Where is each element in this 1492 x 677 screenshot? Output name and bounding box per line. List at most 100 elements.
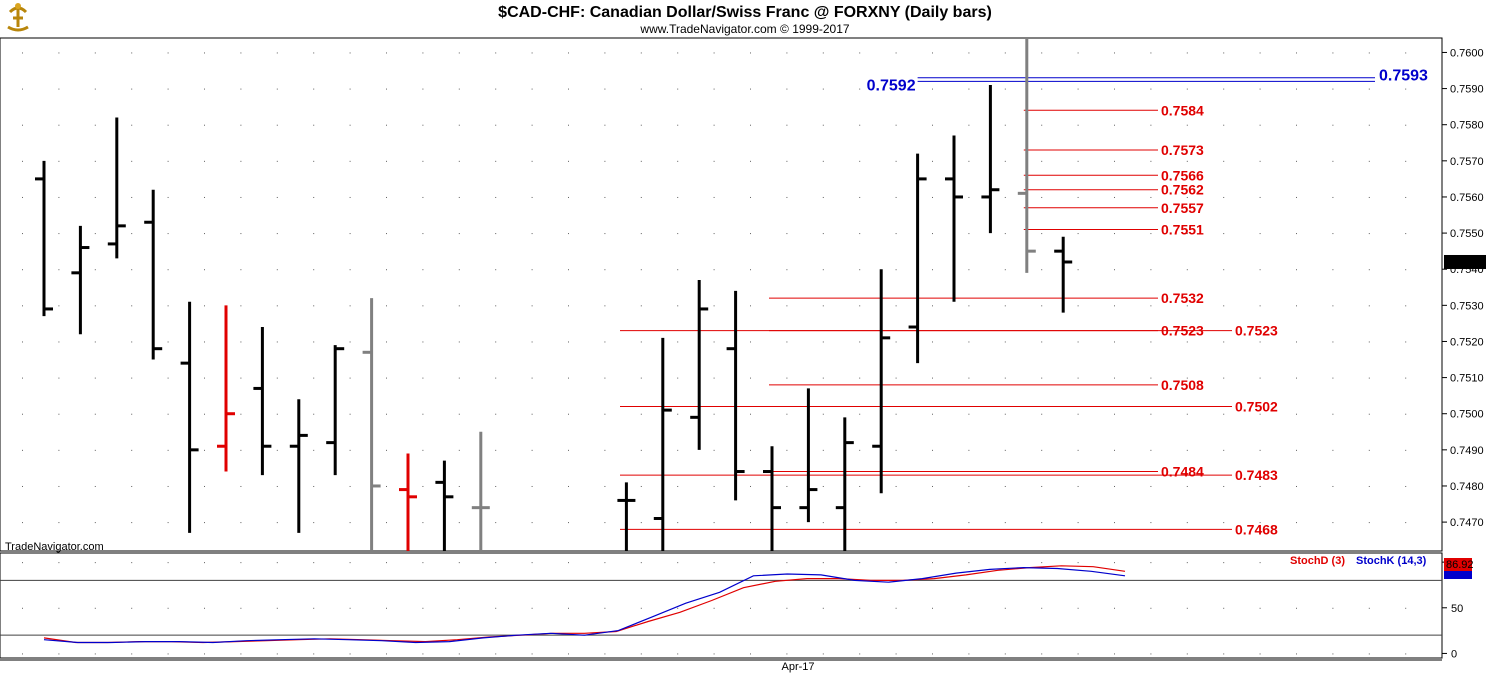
grid-dot	[131, 653, 133, 655]
grid-dot	[859, 377, 861, 379]
grid-dot	[458, 124, 460, 126]
grid-dot	[822, 52, 824, 54]
grid-dot	[276, 160, 278, 162]
grid-dot	[677, 485, 679, 487]
grid-dot	[131, 160, 133, 162]
grid-dot	[94, 562, 96, 564]
grid-dot	[1332, 653, 1334, 655]
grid-dot	[677, 88, 679, 90]
grid-dot	[458, 485, 460, 487]
grid-dot	[859, 607, 861, 609]
grid-dot	[1223, 522, 1225, 524]
grid-dot	[204, 341, 205, 343]
grid-dot	[968, 233, 970, 235]
grid-dot	[131, 607, 133, 609]
grid-dot	[932, 653, 933, 655]
grid-dot	[349, 305, 351, 307]
grid-dot	[895, 449, 897, 451]
grid-dot	[167, 52, 169, 54]
grid-dot	[750, 269, 751, 271]
grid-dot	[859, 233, 861, 235]
grid-dot	[677, 305, 679, 307]
grid-dot	[58, 562, 60, 564]
grid-dot	[531, 88, 533, 90]
grid-dot	[1332, 377, 1334, 379]
grid-dot	[1004, 269, 1006, 271]
grid-dot	[822, 485, 824, 487]
grid-dot	[313, 52, 315, 54]
grid-dot	[131, 341, 133, 343]
grid-dot	[349, 233, 351, 235]
y-tick-label: 0.7510	[1450, 373, 1484, 385]
grid-dot	[895, 269, 897, 271]
grid-dot	[1259, 305, 1261, 307]
grid-dot	[58, 341, 60, 343]
grid-dot	[1150, 196, 1152, 198]
grid-dot	[1223, 124, 1225, 126]
grid-dot	[349, 413, 351, 415]
grid-dot	[22, 269, 23, 271]
grid-dot	[422, 52, 424, 54]
grid-dot	[58, 88, 60, 90]
level-label: 0.7557	[1161, 200, 1204, 216]
grid-dot	[750, 196, 751, 198]
grid-dot	[604, 196, 606, 198]
level-label: 0.7483	[1235, 467, 1278, 483]
grid-dot	[859, 413, 861, 415]
grid-dot	[240, 160, 242, 162]
grid-dot	[750, 653, 751, 655]
grid-dot	[1150, 124, 1152, 126]
grid-dot	[822, 449, 824, 451]
grid-dot	[1405, 233, 1407, 235]
grid-dot	[276, 88, 278, 90]
grid-dot	[495, 269, 497, 271]
grid-dot	[276, 196, 278, 198]
grid-dot	[167, 485, 169, 487]
grid-dot	[167, 341, 169, 343]
grid-dot	[677, 269, 679, 271]
ohlc-bar	[763, 446, 781, 551]
grid-dot	[1296, 485, 1297, 487]
grid-dot	[204, 196, 205, 198]
grid-dot	[1405, 341, 1407, 343]
grid-dot	[1077, 196, 1079, 198]
grid-dot	[1150, 88, 1152, 90]
stochastic-panel: 05010086.92 StochD (3) StochK (14,3)	[0, 552, 1474, 660]
grid-dot	[1368, 196, 1370, 198]
grid-dot	[167, 377, 169, 379]
grid-dot	[1405, 522, 1407, 524]
grid-dot	[677, 653, 679, 655]
grid-dot	[386, 485, 387, 487]
grid-dot	[22, 485, 23, 487]
grid-dot	[1041, 607, 1043, 609]
grid-dot	[1332, 305, 1334, 307]
grid-dot	[1368, 269, 1370, 271]
grid-dot	[1368, 160, 1370, 162]
grid-dot	[822, 607, 824, 609]
grid-dot	[495, 88, 497, 90]
grid-dot	[1223, 196, 1225, 198]
grid-dot	[204, 269, 205, 271]
grid-dot	[276, 269, 278, 271]
grid-dot	[495, 196, 497, 198]
price-plot-frame	[0, 37, 1443, 552]
grid-dot	[1150, 233, 1152, 235]
grid-dot	[531, 413, 533, 415]
grid-dot	[895, 160, 897, 162]
grid-dot	[1296, 233, 1297, 235]
grid-dot	[1332, 52, 1334, 54]
grid-dot	[1077, 413, 1079, 415]
grid-dot	[1186, 341, 1188, 343]
grid-dot	[968, 160, 970, 162]
chart-title: $CAD-CHF: Canadian Dollar/Swiss Franc @ …	[498, 4, 992, 21]
grid-dot	[1259, 233, 1261, 235]
grid-dot	[167, 653, 169, 655]
ohlc-bar	[872, 269, 891, 494]
grid-dot	[640, 485, 642, 487]
grid-dot	[822, 305, 824, 307]
grid-dot	[313, 160, 315, 162]
grid-dot	[604, 522, 606, 524]
grid-dot	[531, 233, 533, 235]
grid-dot	[58, 413, 60, 415]
grid-dot	[1332, 522, 1334, 524]
